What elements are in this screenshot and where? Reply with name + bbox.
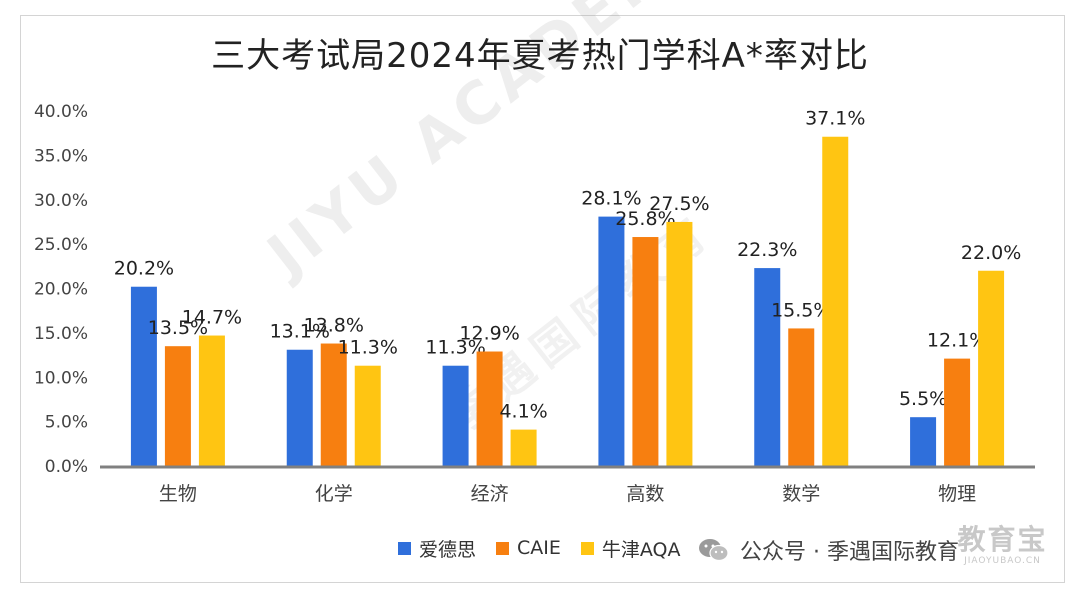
- data-label: 13.5%: [148, 317, 208, 339]
- bar-2: [164, 346, 191, 466]
- bar-2: [476, 351, 503, 466]
- x-category-label: 生物: [159, 483, 197, 505]
- data-label: 11.3%: [338, 337, 398, 359]
- data-label: 11.3%: [425, 337, 485, 359]
- x-category-label: 物理: [938, 483, 976, 505]
- data-label: 22.3%: [737, 239, 797, 261]
- data-label: 5.5%: [899, 388, 947, 410]
- bar-1: [130, 286, 157, 466]
- bar-1: [286, 349, 313, 466]
- data-label: 25.8%: [615, 208, 675, 230]
- bar-3: [510, 429, 537, 466]
- bar-2: [788, 328, 815, 466]
- y-tick-label: 10.0%: [34, 368, 88, 388]
- y-tick-label: 15.0%: [34, 324, 88, 344]
- data-label: 13.8%: [304, 315, 364, 337]
- bar-2: [632, 237, 659, 466]
- x-category-label: 高数: [626, 483, 664, 505]
- data-label: 15.5%: [771, 299, 831, 321]
- corner-logo-text: 教育宝: [957, 523, 1048, 556]
- y-tick-label: 25.0%: [34, 235, 88, 255]
- bar-2: [320, 343, 347, 466]
- y-tick-label: 30.0%: [34, 191, 88, 211]
- corner-logo-url: JIAOYUBAO.CN: [964, 556, 1041, 566]
- data-label: 28.1%: [581, 188, 641, 210]
- bar-1: [910, 417, 937, 466]
- legend-label-series-2: CAIE: [517, 537, 561, 559]
- legend-item-series-2: CAIE: [496, 537, 561, 559]
- bar-3: [822, 136, 849, 467]
- legend-swatch-series-1: [398, 541, 411, 555]
- legend-label-series-3: 牛津AQA: [601, 538, 681, 561]
- bar-2: [944, 358, 971, 466]
- corner-logo: 教育宝 JIAOYUBAO.CN: [940, 518, 1065, 566]
- wechat-icon: [699, 539, 729, 562]
- data-label: 13.1%: [270, 321, 330, 343]
- legend: 爱德思 CAIE 牛津AQA: [398, 535, 693, 562]
- data-label: 20.2%: [114, 258, 174, 280]
- y-tick-label: 0.0%: [45, 457, 88, 477]
- data-label: 12.9%: [459, 323, 519, 345]
- bar-3: [354, 365, 381, 466]
- data-label: 14.7%: [182, 307, 242, 329]
- wechat-account-watermark: 公众号 · 季遇国际教育: [698, 534, 959, 566]
- data-label: 27.5%: [649, 193, 709, 215]
- x-category-label: 数学: [782, 483, 820, 505]
- bar-3: [666, 221, 693, 466]
- x-category-label: 经济: [471, 483, 509, 505]
- y-tick-label: 35.0%: [34, 146, 88, 166]
- legend-swatch-series-2: [496, 541, 510, 555]
- legend-swatch-series-3: [580, 541, 594, 555]
- y-tick-label: 20.0%: [34, 280, 88, 300]
- legend-label-series-1: 爱德思: [419, 538, 477, 561]
- data-label: 22.0%: [961, 242, 1021, 264]
- chart-frame: [20, 15, 1065, 583]
- legend-item-series-1: 爱德思: [398, 535, 476, 562]
- wechat-account-label: 公众号 · 季遇国际教育: [740, 540, 959, 565]
- bar-3: [198, 335, 225, 466]
- data-label: 37.1%: [805, 108, 865, 130]
- y-tick-label: 5.0%: [45, 413, 88, 433]
- bar-3: [978, 270, 1005, 466]
- bar-1: [754, 268, 781, 466]
- data-label: 12.1%: [927, 330, 987, 352]
- legend-item-series-3: 牛津AQA: [580, 535, 681, 562]
- y-tick-label: 40.0%: [34, 102, 88, 122]
- bar-1: [598, 216, 625, 466]
- data-label: 4.1%: [499, 401, 547, 423]
- bar-1: [442, 365, 469, 466]
- chart-title: 三大考试局2024年夏考热门学科A*率对比: [211, 36, 869, 76]
- x-category-label: 化学: [315, 483, 353, 505]
